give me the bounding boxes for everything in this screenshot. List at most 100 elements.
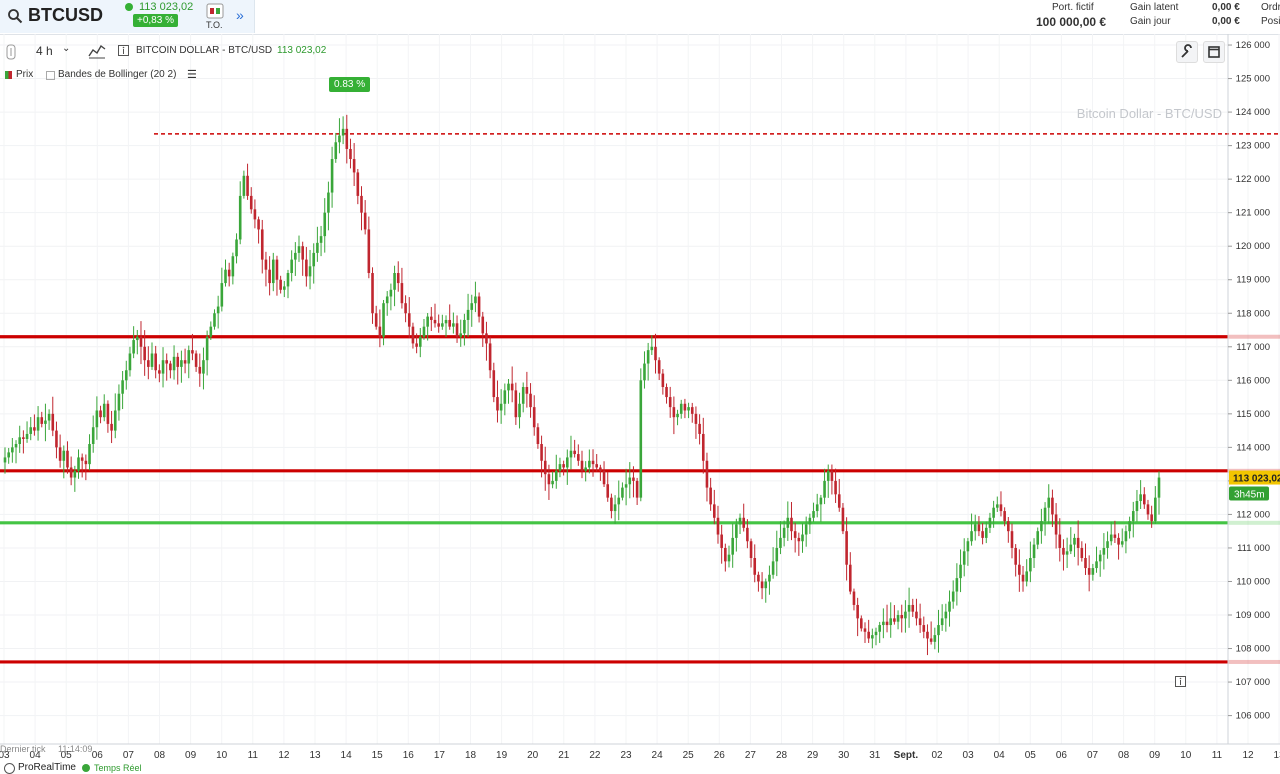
x-tick-label: 14 <box>341 750 353 761</box>
candle-body <box>481 316 485 334</box>
candle-body <box>345 128 349 149</box>
x-tick-label: 07 <box>1087 750 1099 761</box>
candle-body <box>918 618 922 626</box>
candle-body <box>374 313 378 327</box>
candle-body <box>584 467 587 471</box>
settings-wrench-icon[interactable] <box>1176 41 1198 63</box>
bollinger-legend-label[interactable]: Bandes de Bollinger (20 2) <box>58 69 177 80</box>
realtime-label: Temps Réel <box>94 763 142 773</box>
x-tick-label: 25 <box>683 750 695 761</box>
candle-body <box>937 625 940 636</box>
portfolio-value: 100 000,00 € <box>1036 15 1107 29</box>
candle-body <box>801 534 804 542</box>
current-price-label: 113 023,02 <box>1233 474 1280 485</box>
candle-body <box>124 370 128 381</box>
candle-body <box>904 611 907 619</box>
candle-body <box>610 497 613 512</box>
positions-tab[interactable]: Posi <box>1261 16 1280 27</box>
candle-body <box>1135 501 1139 512</box>
candle-body <box>161 360 165 374</box>
info-marker-icon[interactable] <box>1175 676 1186 687</box>
candle-body <box>907 604 911 612</box>
candle-body <box>154 353 157 371</box>
candle-body <box>198 366 202 374</box>
candle-body <box>1065 551 1069 555</box>
candle-body <box>882 621 885 626</box>
candle-body <box>900 615 904 619</box>
candle-body <box>1157 477 1161 498</box>
y-tick-label: 125 000 <box>1236 74 1270 85</box>
day-gain-value: 0,00 € <box>1212 16 1240 27</box>
symbol-name[interactable]: BTCUSD <box>28 5 103 25</box>
candle-body <box>165 360 169 364</box>
candle-body <box>360 195 363 213</box>
candle-body <box>580 460 584 471</box>
candle-body <box>672 407 676 418</box>
chart-area[interactable]: 126 000 125 000 124 000 123 000 122 000 121 0… <box>0 34 1280 774</box>
candle-body <box>683 403 687 411</box>
candle-body <box>735 524 738 538</box>
candle-body <box>73 470 77 478</box>
candle-body <box>1139 494 1142 502</box>
order-ticket-label[interactable]: T.O. <box>206 20 223 30</box>
candle-body <box>474 296 477 304</box>
chart-type-icon[interactable] <box>88 43 106 59</box>
candle-body <box>29 427 33 434</box>
info-icon[interactable] <box>118 45 129 56</box>
x-tick-label: 08 <box>1118 750 1130 761</box>
candle-body <box>308 266 312 277</box>
candle-body <box>418 336 422 347</box>
price-legend-label[interactable]: Prix <box>16 69 34 80</box>
x-tick-label: 29 <box>807 750 819 761</box>
orders-tab[interactable]: Ordr <box>1261 2 1280 13</box>
candle-body <box>1054 514 1058 535</box>
candle-body <box>66 450 69 468</box>
instrument-name: BITCOIN DOLLAR - BTC/USD <box>136 45 273 56</box>
candle-body <box>1146 504 1150 515</box>
candle-body <box>999 504 1003 512</box>
candle-body <box>573 450 576 455</box>
x-tick-label: 19 <box>496 750 508 761</box>
candle-body <box>113 410 117 431</box>
symbol-panel[interactable]: BTCUSD 113 023,02 +0,83 % T.O. » <box>0 0 255 33</box>
search-icon[interactable] <box>7 8 23 24</box>
candle-body <box>209 326 213 337</box>
candle-body <box>595 464 599 468</box>
candle-body <box>860 618 863 629</box>
candle-body <box>147 360 150 367</box>
candle-body <box>316 242 319 253</box>
candle-body <box>294 252 297 260</box>
candle-body <box>713 504 716 518</box>
chevron-down-icon[interactable]: ⌄ <box>62 43 71 54</box>
list-icon[interactable]: ☰ <box>187 69 197 81</box>
candle-body <box>962 551 966 565</box>
timeframe-select[interactable]: 4 h <box>36 44 53 58</box>
expand-chevron-icon[interactable]: » <box>236 7 244 23</box>
price-chart[interactable]: 126 000 125 000 124 000 123 000 122 000 121 0… <box>0 34 1280 772</box>
last-tick-label: Dernier tick <box>0 744 46 754</box>
candle-body <box>521 387 525 404</box>
candle-body <box>790 517 793 532</box>
candle-body <box>466 309 470 320</box>
candle-body <box>793 531 797 538</box>
candle-body <box>797 537 801 542</box>
candle-body <box>621 487 624 498</box>
candle-body <box>180 360 183 367</box>
x-tick-label: 27 <box>745 750 757 761</box>
candle-body <box>742 517 746 528</box>
candle-body <box>867 631 870 639</box>
candle-body <box>749 541 753 559</box>
candle-body <box>205 336 209 361</box>
drag-handle-icon[interactable] <box>6 44 16 60</box>
candle-body <box>551 480 554 485</box>
candle-body <box>36 417 40 431</box>
order-ticket-icon[interactable] <box>206 3 224 19</box>
y-tick-label: 116 000 <box>1236 375 1270 386</box>
window-icon[interactable] <box>1203 41 1225 63</box>
candle-body <box>378 326 382 337</box>
x-tick-label: 13 <box>1274 750 1280 761</box>
candle-body <box>878 625 881 632</box>
x-tick-label: 03 <box>963 750 975 761</box>
bollinger-checkbox[interactable] <box>46 71 55 80</box>
x-tick-label: 09 <box>185 750 197 761</box>
